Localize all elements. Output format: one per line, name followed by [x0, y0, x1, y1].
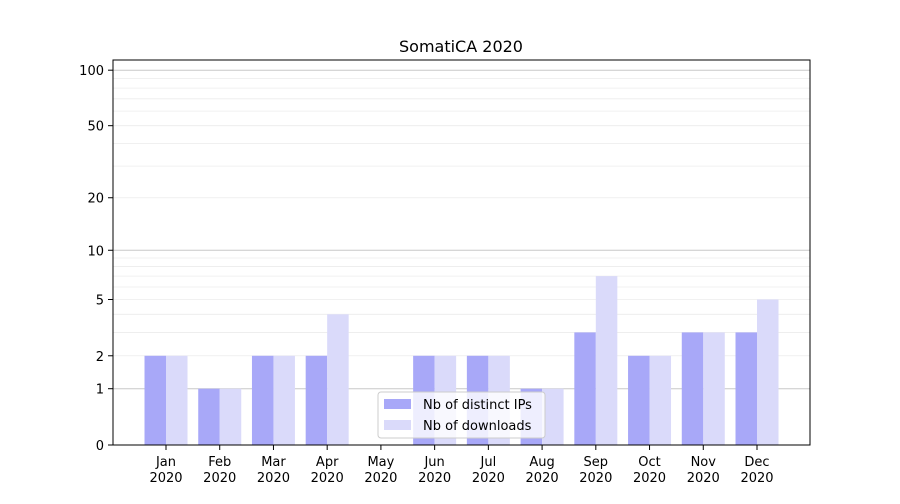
x-tick-label-year: 2020 — [740, 471, 773, 486]
y-tick-label: 1 — [96, 383, 104, 398]
bar-distinct-ips — [628, 355, 650, 445]
x-tick-label-month: Oct — [638, 455, 660, 470]
x-tick-label-year: 2020 — [418, 471, 451, 486]
x-tick-label-month: Mar — [261, 455, 286, 470]
bar-distinct-ips — [198, 388, 220, 445]
bar-downloads — [219, 388, 242, 445]
y-tick-label: 20 — [87, 192, 104, 207]
x-tick-label-year: 2020 — [257, 471, 290, 486]
bar-downloads — [273, 355, 295, 445]
x-tick-label-year: 2020 — [526, 471, 559, 486]
x-tick-label-month: May — [367, 455, 394, 470]
x-axis: Jan2020Feb2020Mar2020Apr2020May2020Jun20… — [149, 445, 774, 486]
legend-swatch-downloads — [384, 420, 411, 430]
bar-distinct-ips — [735, 332, 757, 445]
bar-distinct-ips — [251, 355, 274, 445]
x-tick-label-month: Jan — [155, 455, 176, 470]
x-tick-label-year: 2020 — [472, 471, 505, 486]
x-tick-label-month: Jul — [480, 455, 497, 470]
x-tick-label-month: Feb — [208, 455, 231, 470]
x-tick-label-month: Dec — [744, 455, 769, 470]
x-tick-label-month: Apr — [316, 455, 339, 470]
y-tick-label: 2 — [96, 350, 104, 365]
bar-downloads — [166, 355, 188, 445]
bar-downloads — [542, 388, 564, 445]
x-tick-label-year: 2020 — [203, 471, 236, 486]
y-tick-label: 10 — [87, 244, 104, 259]
y-tick-label: 100 — [79, 64, 104, 79]
x-tick-label-year: 2020 — [633, 471, 666, 486]
x-tick-label-year: 2020 — [149, 471, 182, 486]
legend-label-ips: Nb of distinct IPs — [423, 398, 532, 413]
bar-distinct-ips — [681, 332, 704, 445]
bar-downloads — [595, 276, 618, 445]
chart-title: SomatiCA 2020 — [399, 37, 523, 56]
x-tick-label-month: Nov — [691, 455, 717, 470]
legend: Nb of distinct IPs Nb of downloads — [377, 391, 546, 439]
bar-downloads — [327, 314, 349, 445]
x-tick-label-year: 2020 — [687, 471, 720, 486]
x-tick-label-month: Sep — [584, 455, 609, 470]
plot-frame — [112, 59, 811, 446]
x-tick-label-year: 2020 — [579, 471, 612, 486]
grid — [113, 69, 810, 390]
y-tick-label: 5 — [96, 293, 104, 308]
legend-swatch-ips — [384, 399, 411, 409]
bar-downloads — [757, 299, 779, 445]
legend-label-downloads: Nb of downloads — [423, 419, 532, 434]
y-tick-label: 0 — [96, 439, 104, 454]
x-tick-label-year: 2020 — [311, 471, 344, 486]
bar-distinct-ips — [574, 332, 596, 445]
bar-distinct-ips — [305, 355, 328, 445]
bar-distinct-ips — [144, 355, 166, 445]
y-axis: 0 1 2 5 10 20 50 100 — [79, 64, 113, 454]
x-tick-label-month: Aug — [529, 455, 554, 470]
y-tick-label: 50 — [87, 120, 104, 135]
bar-downloads — [703, 332, 725, 445]
x-tick-label-year: 2020 — [364, 471, 397, 486]
x-tick-label-month: Jun — [423, 455, 444, 470]
bar-downloads — [649, 355, 672, 445]
